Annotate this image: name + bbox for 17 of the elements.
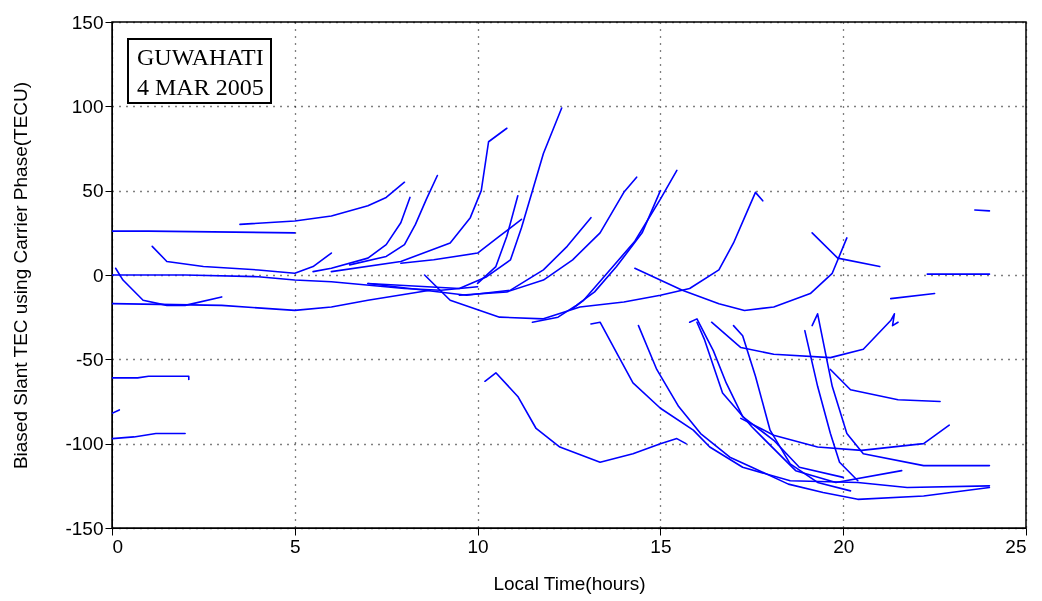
y-tick-label: -150: [65, 517, 104, 539]
y-tick-label: 150: [71, 11, 104, 33]
y-tick-label: 100: [71, 95, 104, 117]
annotation: GUWAHATI: [137, 43, 264, 72]
y-tick-label: 50: [82, 180, 104, 202]
y-tick-label: -50: [76, 348, 104, 370]
x-tick-label: 25: [1005, 535, 1027, 557]
y-tick-label: 0: [92, 264, 104, 286]
x-axis-title: Local Time(hours): [493, 572, 646, 594]
x-tick-label: 15: [650, 535, 672, 557]
x-tick-label: 20: [833, 535, 855, 557]
x-tick-label: 0: [112, 535, 124, 557]
x-tick-label: 5: [290, 535, 301, 557]
y-tick-label: -100: [65, 433, 104, 455]
x-tick-label: 10: [467, 535, 489, 557]
annotation: 4 MAR 2005: [137, 73, 264, 102]
y-axis-title: Biased Slant TEC using Carrier Phase(TECU): [9, 81, 31, 470]
